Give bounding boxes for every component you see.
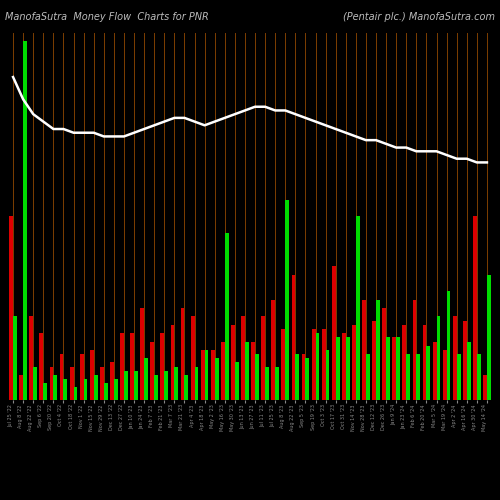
Bar <box>376 300 380 400</box>
Bar <box>487 274 491 400</box>
Bar <box>467 342 470 400</box>
Bar <box>84 379 87 400</box>
Bar <box>332 266 336 400</box>
Bar <box>292 274 296 400</box>
Bar <box>241 316 245 400</box>
Bar <box>306 358 310 400</box>
Bar <box>124 371 128 400</box>
Bar <box>251 342 255 400</box>
Bar <box>70 366 73 400</box>
Bar <box>286 200 289 400</box>
Bar <box>114 379 117 400</box>
Bar <box>406 354 410 400</box>
Bar <box>160 333 164 400</box>
Bar <box>456 354 460 400</box>
Bar <box>412 300 416 400</box>
Bar <box>9 216 13 400</box>
Bar <box>225 233 228 400</box>
Bar <box>477 354 480 400</box>
Bar <box>20 375 23 400</box>
Bar <box>255 354 259 400</box>
Bar <box>144 358 148 400</box>
Bar <box>33 366 37 400</box>
Bar <box>184 375 188 400</box>
Bar <box>50 366 54 400</box>
Bar <box>352 325 356 400</box>
Bar <box>382 308 386 400</box>
Bar <box>164 371 168 400</box>
Bar <box>265 366 269 400</box>
Bar <box>30 316 33 400</box>
Bar <box>174 366 178 400</box>
Bar <box>326 350 330 400</box>
Bar <box>235 362 238 400</box>
Bar <box>262 316 265 400</box>
Bar <box>110 362 114 400</box>
Bar <box>402 325 406 400</box>
Bar <box>356 216 360 400</box>
Bar <box>386 338 390 400</box>
Bar <box>446 292 450 400</box>
Bar <box>134 371 138 400</box>
Bar <box>422 325 426 400</box>
Bar <box>322 329 326 400</box>
Bar <box>272 300 275 400</box>
Bar <box>366 354 370 400</box>
Bar <box>214 358 218 400</box>
Bar <box>362 300 366 400</box>
Bar <box>336 338 340 400</box>
Bar <box>392 338 396 400</box>
Bar <box>316 333 320 400</box>
Bar <box>190 316 194 400</box>
Bar <box>194 366 198 400</box>
Bar <box>302 354 306 400</box>
Bar <box>154 375 158 400</box>
Bar <box>443 350 446 400</box>
Bar <box>473 216 477 400</box>
Text: ManofaSutra  Money Flow  Charts for PNR: ManofaSutra Money Flow Charts for PNR <box>5 12 209 22</box>
Bar <box>282 329 286 400</box>
Bar <box>150 342 154 400</box>
Bar <box>342 333 346 400</box>
Bar <box>104 384 108 400</box>
Bar <box>346 338 350 400</box>
Bar <box>120 333 124 400</box>
Bar <box>23 41 27 400</box>
Bar <box>372 320 376 400</box>
Bar <box>211 350 214 400</box>
Text: (Pentair plc.) ManofaSutra.com: (Pentair plc.) ManofaSutra.com <box>343 12 495 22</box>
Bar <box>275 366 279 400</box>
Bar <box>483 375 487 400</box>
Bar <box>426 346 430 400</box>
Bar <box>94 375 98 400</box>
Bar <box>40 333 44 400</box>
Bar <box>130 333 134 400</box>
Bar <box>44 384 47 400</box>
Bar <box>463 320 467 400</box>
Bar <box>221 342 225 400</box>
Bar <box>432 342 436 400</box>
Bar <box>74 388 78 400</box>
Bar <box>201 350 204 400</box>
Bar <box>90 350 94 400</box>
Bar <box>54 375 57 400</box>
Bar <box>170 325 174 400</box>
Bar <box>396 338 400 400</box>
Bar <box>140 308 144 400</box>
Bar <box>64 379 68 400</box>
Bar <box>180 308 184 400</box>
Bar <box>100 366 104 400</box>
Bar <box>245 342 249 400</box>
Bar <box>416 354 420 400</box>
Bar <box>13 316 17 400</box>
Bar <box>436 316 440 400</box>
Bar <box>312 329 316 400</box>
Bar <box>453 316 456 400</box>
Bar <box>80 354 84 400</box>
Bar <box>204 350 208 400</box>
Bar <box>60 354 64 400</box>
Bar <box>231 325 235 400</box>
Bar <box>296 354 299 400</box>
